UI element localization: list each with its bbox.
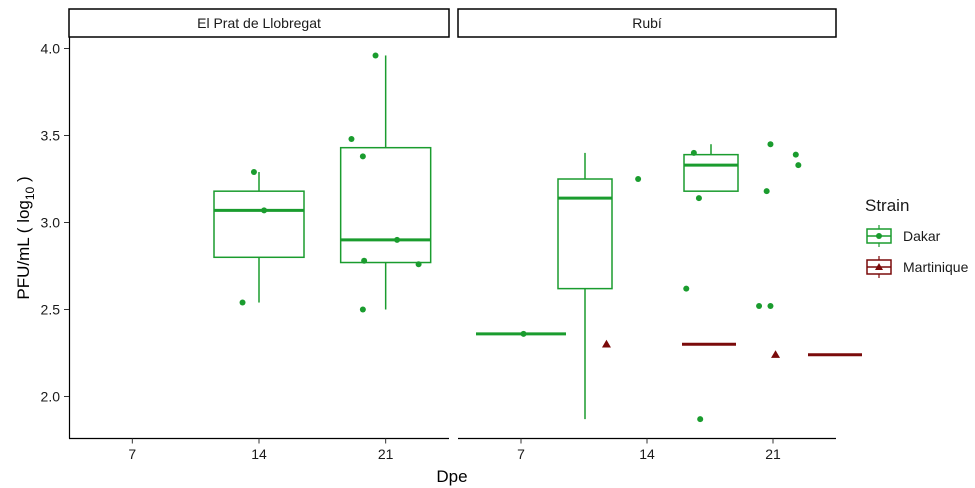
- box-body: [213, 190, 305, 259]
- x-axis-ticks: 7 14 21 7 14 21: [128, 438, 781, 462]
- box-body: [339, 146, 432, 264]
- legend-label-dakar: Dakar: [903, 228, 941, 244]
- point-dakar: [239, 299, 246, 306]
- point-martinique: [601, 339, 611, 348]
- point-dakar: [767, 141, 774, 148]
- legend-key-symbol: [876, 233, 882, 239]
- legend-title: Strain: [865, 196, 909, 215]
- point-martinique: [771, 350, 781, 358]
- y-axis-title: PFU/mL ( log10 ): [14, 176, 37, 299]
- y-tick-label: 4.0: [41, 41, 61, 57]
- box-body: [683, 153, 739, 192]
- y-axis-title-subscript: 10: [23, 186, 37, 200]
- point-dakar: [767, 303, 774, 310]
- point-dakar: [372, 52, 379, 59]
- point-dakar: [635, 176, 642, 182]
- legend: Strain Dakar Martinique: [865, 196, 969, 278]
- box-dakar: [213, 172, 305, 303]
- point-dakar: [359, 153, 366, 160]
- facet-strip-1-label: El Prat de Llobregat: [197, 15, 321, 31]
- point-dakar: [683, 285, 690, 292]
- y-tick-label: 3.5: [41, 128, 61, 144]
- point-dakar: [261, 207, 268, 214]
- facet-strip-2: Rubí: [457, 8, 837, 38]
- point-dakar: [795, 162, 802, 169]
- facet-strip-2-box: [457, 8, 837, 38]
- x-axis-title: Dpe: [436, 467, 467, 486]
- point-dakar: [690, 149, 697, 156]
- point-dakar: [697, 416, 704, 423]
- box-dakar: [557, 152, 613, 420]
- y-tick-label: 2.5: [41, 302, 61, 318]
- point-dakar: [250, 169, 257, 176]
- point-dakar: [415, 261, 422, 268]
- point-dakar: [348, 135, 355, 142]
- x-tick-label: 14: [251, 446, 267, 462]
- box-body: [557, 178, 613, 290]
- legend-label-martinique: Martinique: [903, 259, 969, 275]
- point-dakar: [756, 303, 763, 310]
- x-tick-label: 7: [128, 446, 136, 462]
- legend-key-symbol: [875, 263, 883, 270]
- y-tick-label: 3.0: [41, 215, 61, 231]
- point-dakar: [361, 257, 368, 264]
- facet-strip-1-box: [68, 8, 450, 38]
- x-tick-label: 21: [378, 446, 394, 462]
- panel-1-axes: [68, 37, 449, 440]
- legend-key-dakar: [866, 225, 892, 247]
- x-tick-label: 14: [639, 446, 655, 462]
- point-dakar: [359, 306, 366, 313]
- point-dakar: [695, 195, 702, 202]
- x-tick-label: 7: [517, 446, 525, 462]
- y-axis-ticks: 2.0 2.5 3.0 3.5 4.0: [41, 41, 69, 405]
- box-dakar: [339, 55, 432, 310]
- x-tick-label: 21: [765, 446, 781, 462]
- legend-keys: [866, 225, 892, 278]
- legend-key-martinique: [866, 256, 892, 278]
- box-dakar: [683, 144, 739, 192]
- facet-strip-1: El Prat de Llobregat: [68, 8, 450, 38]
- point-dakar: [394, 236, 401, 243]
- y-axis-title-main: PFU/mL ( log: [14, 200, 33, 300]
- facet-strip-2-label: Rubí: [632, 15, 662, 31]
- point-dakar: [792, 151, 799, 158]
- point-dakar: [763, 188, 770, 195]
- chart-marks: [213, 52, 862, 423]
- y-axis-title-end: ): [14, 176, 33, 186]
- y-tick-label: 2.0: [41, 389, 61, 405]
- point-dakar: [520, 330, 527, 337]
